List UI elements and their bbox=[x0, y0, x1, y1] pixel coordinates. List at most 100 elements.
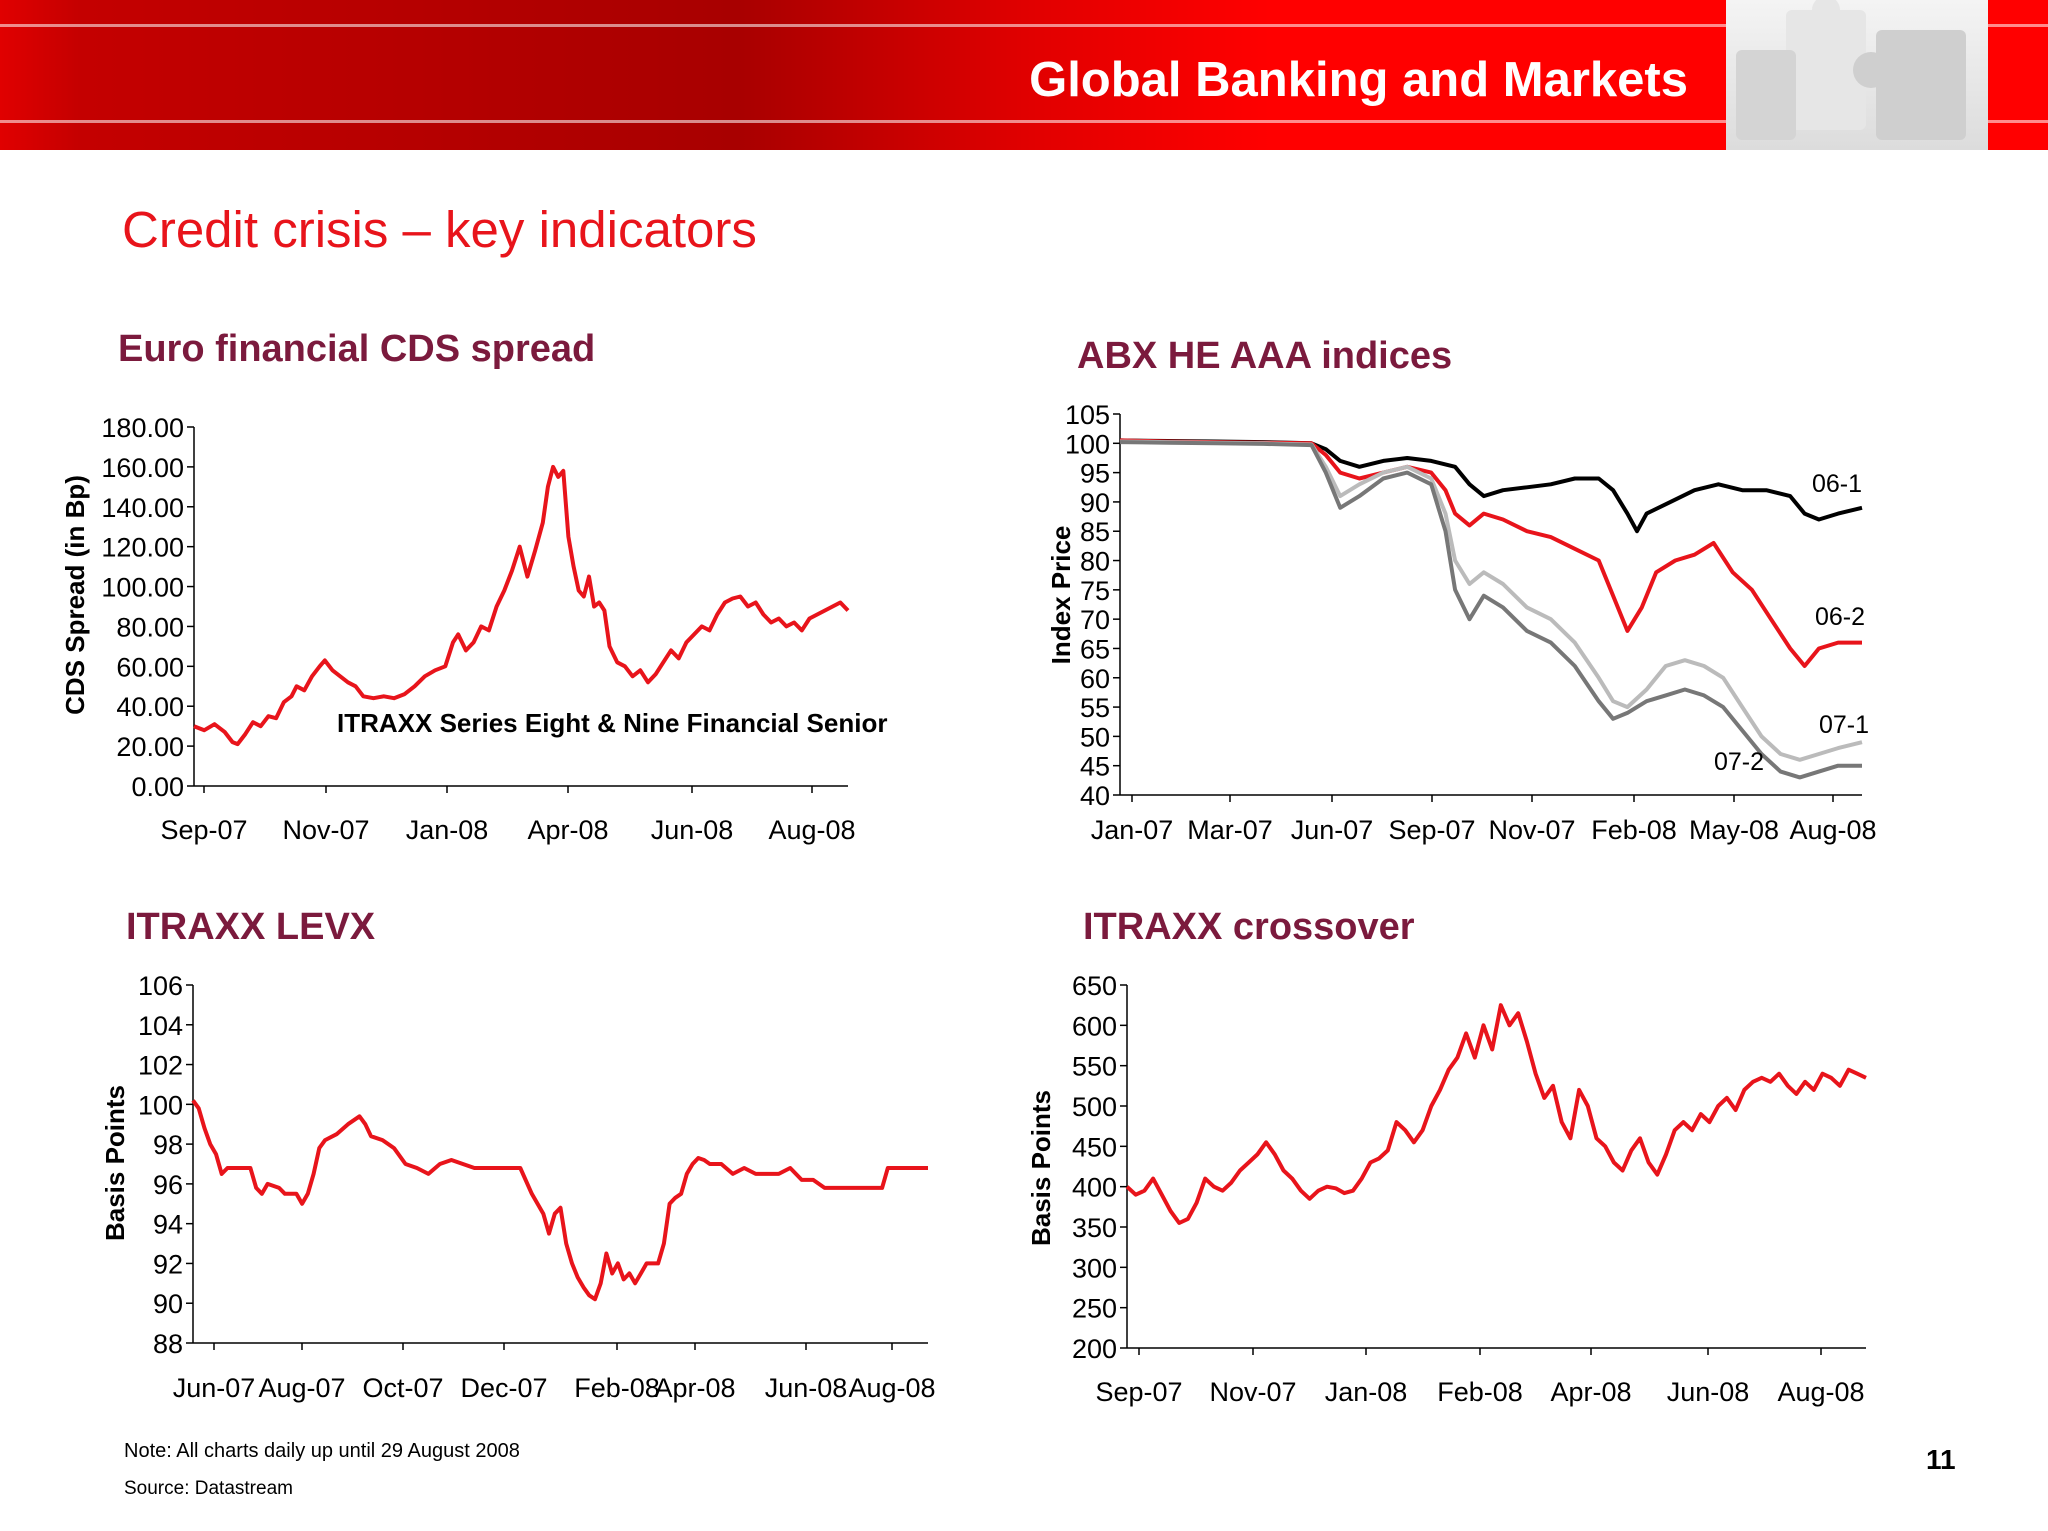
cds-x-tick-label: Nov-07 bbox=[282, 815, 369, 845]
levx-series-line bbox=[191, 1099, 928, 1302]
levx-x-tick-label: Oct-07 bbox=[362, 1373, 443, 1403]
crossover-y-tick-label: 650 bbox=[1072, 971, 1117, 1001]
levx-x-tick-label: Jun-07 bbox=[173, 1373, 256, 1403]
cds-x-tick-label: Sep-07 bbox=[160, 815, 247, 845]
crossover-y-tick-label: 350 bbox=[1072, 1213, 1117, 1243]
abx-series-label: 06-1 bbox=[1812, 470, 1862, 498]
crossover-x-tick-label: Apr-08 bbox=[1550, 1377, 1631, 1407]
cds-y-tick-label: 100.00 bbox=[101, 573, 184, 603]
cds-x-tick-label: Apr-08 bbox=[527, 815, 608, 845]
banner-stripe bbox=[0, 24, 2048, 27]
banner-stripe bbox=[0, 120, 2048, 123]
levx-y-tick-label: 102 bbox=[138, 1051, 183, 1081]
abx-y-tick-label: 50 bbox=[1080, 722, 1110, 752]
abx-y-axis-label: Index Price bbox=[1046, 526, 1076, 665]
abx-y-tick-label: 70 bbox=[1080, 605, 1110, 635]
abx-series-label: 06-2 bbox=[1815, 603, 1865, 631]
levx-y-tick-label: 96 bbox=[153, 1170, 183, 1200]
footnote: Note: All charts daily up until 29 Augus… bbox=[124, 1440, 520, 1462]
levx-x-tick-label: Apr-08 bbox=[654, 1373, 735, 1403]
levx-y-tick-label: 98 bbox=[153, 1130, 183, 1160]
crossover-x-tick-label: Sep-07 bbox=[1095, 1377, 1182, 1407]
abx-series-line bbox=[1119, 438, 1862, 668]
abx-x-tick-label: Sep-07 bbox=[1388, 815, 1475, 845]
abx-y-tick-label: 40 bbox=[1080, 781, 1110, 811]
crossover-y-tick-label: 250 bbox=[1072, 1294, 1117, 1324]
abx-x-tick-label: Jun-07 bbox=[1291, 815, 1374, 845]
source-note: Source: Datastream bbox=[124, 1478, 293, 1499]
page-title: Credit crisis – key indicators bbox=[122, 201, 757, 258]
crossover-y-tick-label: 400 bbox=[1072, 1173, 1117, 1203]
cds-x-tick-label: Aug-08 bbox=[768, 815, 855, 845]
crossover-x-tick-label: Aug-08 bbox=[1777, 1377, 1864, 1407]
abx-y-tick-label: 85 bbox=[1080, 517, 1110, 547]
banner-title: Global Banking and Markets bbox=[1029, 53, 1688, 107]
page-number: 11 bbox=[1926, 1444, 1956, 1475]
abx-y-tick-label: 105 bbox=[1065, 400, 1110, 430]
abx-y-tick-label: 75 bbox=[1080, 576, 1110, 606]
cds-y-tick-label: 160.00 bbox=[101, 453, 184, 483]
abx-y-tick-label: 80 bbox=[1080, 547, 1110, 577]
abx-y-tick-label: 65 bbox=[1080, 634, 1110, 664]
crossover-x-tick-label: Nov-07 bbox=[1209, 1377, 1296, 1407]
abx-x-tick-label: Feb-08 bbox=[1591, 815, 1677, 845]
abx-series-label: 07-1 bbox=[1819, 711, 1869, 739]
abx-y-tick-label: 95 bbox=[1080, 459, 1110, 489]
chart-title-crossover: ITRAXX crossover bbox=[1083, 906, 1415, 948]
crossover-x-tick-label: Feb-08 bbox=[1437, 1377, 1523, 1407]
levx-y-tick-label: 94 bbox=[153, 1210, 183, 1240]
abx-y-tick-label: 45 bbox=[1080, 752, 1110, 782]
abx-y-tick-label: 60 bbox=[1080, 664, 1110, 694]
abx-x-tick-label: Nov-07 bbox=[1488, 815, 1575, 845]
cds-y-tick-label: 80.00 bbox=[116, 612, 184, 642]
levx-y-tick-label: 90 bbox=[153, 1289, 183, 1319]
crossover-y-axis-label: Basis Points bbox=[1026, 1090, 1056, 1246]
chart-title-cds: Euro financial CDS spread bbox=[118, 328, 596, 370]
abx-x-tick-label: Mar-07 bbox=[1187, 815, 1273, 845]
chart-title-abx: ABX HE AAA indices bbox=[1077, 335, 1453, 377]
levx-x-tick-label: Aug-08 bbox=[848, 1373, 935, 1403]
cds-y-tick-label: 120.00 bbox=[101, 533, 184, 563]
levx-y-tick-label: 104 bbox=[138, 1011, 183, 1041]
abx-x-tick-label: Jan-07 bbox=[1091, 815, 1174, 845]
chart-title-levx: ITRAXX LEVX bbox=[126, 906, 376, 948]
cds-y-tick-label: 0.00 bbox=[131, 772, 184, 802]
levx-y-tick-label: 88 bbox=[153, 1329, 183, 1359]
crossover-y-tick-label: 600 bbox=[1072, 1011, 1117, 1041]
abx-series-line bbox=[1119, 440, 1862, 780]
abx-x-tick-label: Aug-08 bbox=[1789, 815, 1876, 845]
crossover-y-tick-label: 200 bbox=[1072, 1334, 1117, 1364]
puzzle-pieces-icon bbox=[1736, 0, 1966, 140]
crossover-y-tick-label: 550 bbox=[1072, 1052, 1117, 1082]
cds-annotation: ITRAXX Series Eight & Nine Financial Sen… bbox=[337, 708, 887, 738]
crossover-y-tick-label: 450 bbox=[1072, 1132, 1117, 1162]
crossover-series-line bbox=[1125, 1003, 1867, 1225]
header-banner: Global Banking and Markets bbox=[0, 0, 2048, 150]
levx-x-tick-label: Dec-07 bbox=[460, 1373, 547, 1403]
cds-y-tick-label: 140.00 bbox=[101, 493, 184, 523]
cds-y-tick-label: 40.00 bbox=[116, 692, 184, 722]
levx-y-tick-label: 106 bbox=[138, 971, 183, 1001]
abx-y-tick-label: 55 bbox=[1080, 693, 1110, 723]
abx-x-tick-label: May-08 bbox=[1689, 815, 1779, 845]
crossover-y-tick-label: 300 bbox=[1072, 1253, 1117, 1283]
levx-y-tick-label: 100 bbox=[138, 1090, 183, 1120]
cds-x-tick-label: Jun-08 bbox=[651, 815, 734, 845]
puzzle-image bbox=[1726, 0, 1988, 150]
crossover-x-tick-label: Jun-08 bbox=[1667, 1377, 1750, 1407]
cds-y-tick-label: 20.00 bbox=[116, 732, 184, 762]
abx-y-tick-label: 90 bbox=[1080, 488, 1110, 518]
levx-x-tick-label: Aug-07 bbox=[258, 1373, 345, 1403]
cds-y-tick-label: 180.00 bbox=[101, 413, 184, 443]
levx-x-tick-label: Jun-08 bbox=[765, 1373, 848, 1403]
crossover-x-tick-label: Jan-08 bbox=[1325, 1377, 1408, 1407]
crossover-y-tick-label: 500 bbox=[1072, 1092, 1117, 1122]
cds-x-tick-label: Jan-08 bbox=[406, 815, 489, 845]
abx-series-line bbox=[1119, 438, 1863, 534]
cds-y-tick-label: 60.00 bbox=[116, 652, 184, 682]
abx-y-tick-label: 100 bbox=[1065, 429, 1110, 459]
levx-x-tick-label: Feb-08 bbox=[574, 1373, 660, 1403]
levx-y-axis-label: Basis Points bbox=[100, 1085, 130, 1241]
cds-y-axis-label: CDS Spread (in Bp) bbox=[60, 475, 90, 715]
